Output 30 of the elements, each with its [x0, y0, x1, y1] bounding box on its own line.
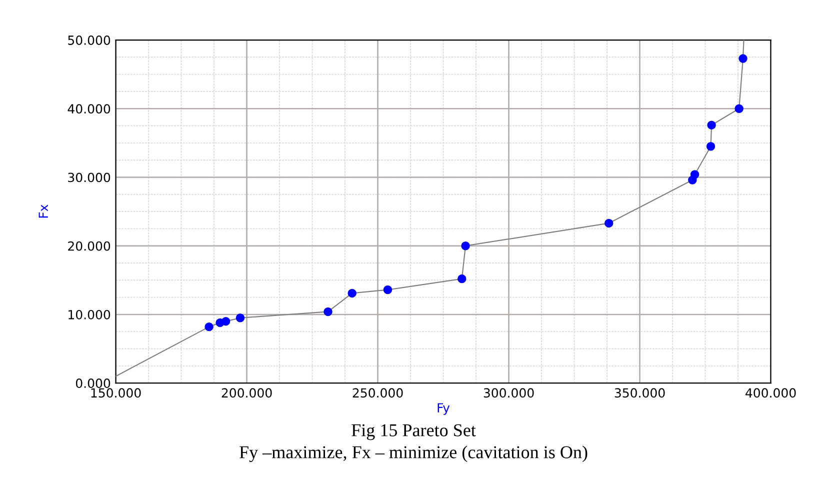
point — [734, 104, 744, 113]
x-axis-title: Fy — [438, 403, 450, 415]
point — [707, 120, 716, 130]
y-tick-label: 0.000 — [76, 378, 110, 388]
x-tick-label: 200.000 — [222, 388, 272, 398]
y-tick-label: 40.000 — [68, 104, 110, 114]
point — [461, 241, 470, 250]
point — [738, 54, 748, 63]
point — [324, 307, 332, 316]
x-tick-label: 400.000 — [746, 388, 796, 398]
x-tick-label: 250.000 — [352, 388, 403, 398]
point — [458, 274, 466, 284]
y-tick-label: 30.000 — [68, 172, 110, 182]
x-tick-label: 150.000 — [91, 388, 141, 398]
point — [706, 142, 716, 151]
point — [348, 288, 356, 298]
x-tick-label: 350.000 — [614, 388, 665, 398]
x-tick-label: 300.000 — [484, 388, 534, 398]
point — [204, 322, 214, 332]
text: Fy –maximize, Fx – minimize (cavitation is On) — [240, 446, 588, 462]
y-tick-label: 20.000 — [68, 241, 110, 251]
y-tick-label: 10.000 — [68, 310, 110, 320]
caption: Fig 15 Pareto Set — [352, 424, 476, 440]
point — [690, 170, 700, 179]
y-tick-label: 50.000 — [68, 35, 110, 45]
point — [236, 314, 245, 322]
point — [383, 285, 392, 294]
y-axis-title: Fx — [38, 204, 48, 218]
point — [604, 218, 614, 228]
point — [221, 316, 230, 326]
